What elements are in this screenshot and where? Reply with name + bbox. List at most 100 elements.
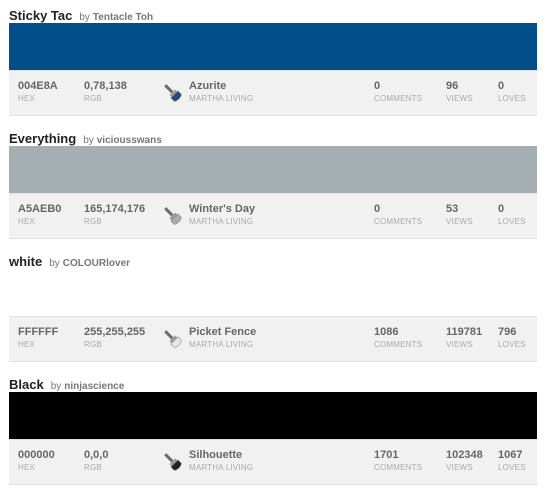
hex-value: 004E8A bbox=[18, 80, 58, 92]
color-swatch[interactable] bbox=[9, 23, 537, 70]
views-label: VIEWS bbox=[446, 340, 473, 349]
byline: by viciousswans bbox=[83, 135, 162, 146]
color-meta-bar: FFFFFF HEX 255,255,255 RGB Picket Fence MAR… bbox=[9, 316, 537, 362]
palette-brand: MARTHA LIVING bbox=[189, 463, 254, 472]
rgb-stat: 255,255,255 RGB bbox=[84, 326, 145, 350]
hex-label: HEX bbox=[18, 340, 36, 349]
color-card: Everything by viciousswans A5AEB0 HEX 165,… bbox=[9, 131, 537, 239]
loves-stat[interactable]: 1067 LOVES bbox=[498, 449, 526, 473]
comments-label: COMMENTS bbox=[374, 463, 423, 472]
paintbrush-icon bbox=[164, 84, 182, 102]
by-label: by bbox=[79, 12, 90, 23]
by-label: by bbox=[50, 381, 62, 392]
loves-count: 0 bbox=[498, 203, 505, 215]
card-header: Sticky Tac by Tentacle Toh bbox=[9, 8, 537, 25]
color-meta-bar: 000000 HEX 0,0,0 RGB Silhouette MARTHA LIVI… bbox=[9, 439, 537, 485]
color-title[interactable]: Everything bbox=[9, 131, 77, 146]
hex-value: A5AEB0 bbox=[18, 203, 62, 215]
color-title[interactable]: Sticky Tac bbox=[9, 8, 73, 23]
views-stat: 53 VIEWS bbox=[446, 203, 473, 227]
loves-count: 0 bbox=[498, 80, 505, 92]
comments-count: 1086 bbox=[374, 326, 399, 338]
color-swatch[interactable] bbox=[9, 146, 537, 193]
color-swatch[interactable] bbox=[9, 269, 537, 316]
color-meta-bar: 004E8A HEX 0,78,138 RGB Azurite MARTHA LIVI… bbox=[9, 70, 537, 116]
loves-count: 1067 bbox=[498, 449, 523, 461]
views-stat: 102348 VIEWS bbox=[446, 449, 483, 473]
by-label: by bbox=[49, 258, 60, 269]
color-meta-bar: A5AEB0 HEX 165,174,176 RGB Winter's Day MAR… bbox=[9, 193, 537, 239]
palette-match[interactable]: Winter's Day MARTHA LIVING bbox=[189, 203, 255, 227]
byline: by ninjascience bbox=[51, 381, 125, 392]
hex-value: FFFFFF bbox=[18, 326, 59, 338]
loves-label: LOVES bbox=[498, 94, 526, 103]
views-label: VIEWS bbox=[446, 463, 473, 472]
comments-label: COMMENTS bbox=[374, 217, 423, 226]
comments-stat[interactable]: 1701 COMMENTS bbox=[374, 449, 422, 473]
views-count: 102348 bbox=[446, 449, 483, 461]
views-count: 53 bbox=[446, 203, 459, 215]
loves-stat[interactable]: 0 LOVES bbox=[498, 203, 526, 227]
palette-brand: MARTHA LIVING bbox=[189, 340, 254, 349]
rgb-stat: 0,78,138 RGB bbox=[84, 80, 127, 104]
loves-count: 796 bbox=[498, 326, 517, 338]
color-title[interactable]: white bbox=[9, 254, 43, 269]
comments-stat[interactable]: 0 COMMENTS bbox=[374, 80, 422, 104]
loves-stat[interactable]: 796 LOVES bbox=[498, 326, 526, 350]
loves-label: LOVES bbox=[498, 340, 526, 349]
paintbrush-icon bbox=[164, 453, 182, 471]
hex-stat: FFFFFF HEX bbox=[18, 326, 58, 350]
rgb-label: RGB bbox=[84, 463, 102, 472]
card-header: Black by ninjascience bbox=[9, 377, 537, 394]
loves-label: LOVES bbox=[498, 463, 526, 472]
views-label: VIEWS bbox=[446, 217, 473, 226]
views-count: 119781 bbox=[446, 326, 483, 338]
by-label: by bbox=[83, 135, 94, 146]
palette-name: Azurite bbox=[189, 80, 227, 92]
rgb-value: 165,174,176 bbox=[84, 203, 146, 215]
palette-match[interactable]: Picket Fence MARTHA LIVING bbox=[189, 326, 256, 350]
rgb-stat: 0,0,0 RGB bbox=[84, 449, 108, 473]
comments-stat[interactable]: 1086 COMMENTS bbox=[374, 326, 422, 350]
loves-stat[interactable]: 0 LOVES bbox=[498, 80, 526, 104]
hex-label: HEX bbox=[18, 463, 36, 472]
loves-label: LOVES bbox=[498, 217, 526, 226]
comments-stat[interactable]: 0 COMMENTS bbox=[374, 203, 422, 227]
hex-stat: 000000 HEX bbox=[18, 449, 55, 473]
palette-name: Silhouette bbox=[189, 449, 243, 461]
palette-brand: MARTHA LIVING bbox=[189, 217, 254, 226]
color-title[interactable]: Black bbox=[9, 377, 44, 392]
card-header: Everything by viciousswans bbox=[9, 131, 537, 148]
author-link[interactable]: ninjascience bbox=[64, 381, 125, 392]
color-card: Sticky Tac by Tentacle Toh 004E8A HEX 0,78… bbox=[9, 8, 537, 116]
rgb-label: RGB bbox=[84, 340, 102, 349]
author-link[interactable]: viciousswans bbox=[96, 135, 162, 146]
hex-label: HEX bbox=[18, 94, 36, 103]
rgb-label: RGB bbox=[84, 217, 102, 226]
paintbrush-icon bbox=[164, 207, 182, 225]
views-count: 96 bbox=[446, 80, 459, 92]
rgb-value: 0,0,0 bbox=[84, 449, 109, 461]
comments-label: COMMENTS bbox=[374, 340, 423, 349]
palette-name: Winter's Day bbox=[189, 203, 256, 215]
palette-match[interactable]: Silhouette MARTHA LIVING bbox=[189, 449, 253, 473]
hex-stat: A5AEB0 HEX bbox=[18, 203, 61, 227]
rgb-value: 0,78,138 bbox=[84, 80, 127, 92]
paintbrush-icon bbox=[164, 330, 182, 348]
comments-count: 0 bbox=[374, 203, 381, 215]
hex-label: HEX bbox=[18, 217, 36, 226]
hex-value: 000000 bbox=[18, 449, 55, 461]
color-card: white by COLOURlover FFFFFF HEX 255,255,25… bbox=[9, 254, 537, 362]
palette-match[interactable]: Azurite MARTHA LIVING bbox=[189, 80, 253, 104]
author-link[interactable]: Tentacle Toh bbox=[92, 12, 154, 23]
rgb-stat: 165,174,176 RGB bbox=[84, 203, 145, 227]
color-swatch[interactable] bbox=[9, 392, 537, 439]
byline: by Tentacle Toh bbox=[79, 12, 153, 23]
palette-name: Picket Fence bbox=[189, 326, 257, 338]
color-card: Black by ninjascience 000000 HEX 0,0,0 RGB … bbox=[9, 377, 537, 485]
author-link[interactable]: COLOURlover bbox=[62, 258, 131, 269]
comments-label: COMMENTS bbox=[374, 94, 423, 103]
comments-count: 0 bbox=[374, 80, 381, 92]
palette-brand: MARTHA LIVING bbox=[189, 94, 254, 103]
hex-stat: 004E8A HEX bbox=[18, 80, 58, 104]
